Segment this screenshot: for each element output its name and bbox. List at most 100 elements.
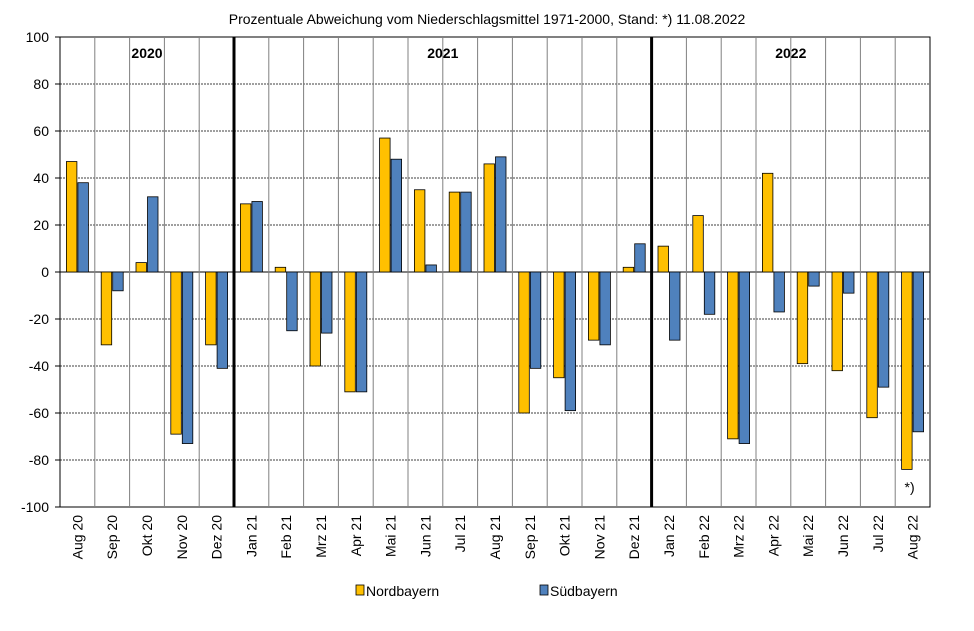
x-tick-label: Okt 21 bbox=[557, 515, 573, 556]
bar-nordbayern bbox=[239, 203, 252, 273]
y-tick-label: 0 bbox=[41, 264, 49, 280]
bar-suedbayern bbox=[390, 158, 403, 273]
bar-nordbayern bbox=[344, 271, 356, 393]
y-tick-label: 60 bbox=[33, 123, 49, 139]
bar-nordbayern bbox=[831, 271, 843, 372]
legend-label: Südbayern bbox=[550, 583, 618, 599]
bar-nordbayern bbox=[274, 266, 287, 273]
bar-suedbayern bbox=[147, 196, 159, 273]
bar-nordbayern bbox=[205, 271, 217, 346]
y-tick-label: -60 bbox=[29, 405, 49, 421]
bar-nordbayern bbox=[901, 271, 913, 470]
bar-nordbayern bbox=[657, 245, 669, 273]
bar-suedbayern bbox=[738, 271, 750, 444]
bar-nordbayern bbox=[762, 172, 774, 273]
y-tick-label: -40 bbox=[29, 358, 49, 374]
x-tick-label: Mrz 21 bbox=[313, 515, 329, 558]
bar-suedbayern bbox=[495, 156, 507, 273]
x-tick-label: Jun 21 bbox=[417, 515, 433, 557]
x-tick-label: Aug 20 bbox=[69, 515, 85, 560]
legend: Nordbayern Südbayern bbox=[355, 583, 618, 599]
y-tick-label: 20 bbox=[33, 217, 49, 233]
y-tick-label: -100 bbox=[21, 499, 49, 515]
bar-suedbayern bbox=[286, 271, 298, 332]
y-tick-label: 100 bbox=[26, 29, 50, 45]
x-tick-label: Nov 21 bbox=[591, 515, 607, 560]
x-tick-label: Feb 22 bbox=[696, 515, 712, 559]
chart-title: Prozentuale Abweichung vom Niederschlags… bbox=[229, 11, 746, 27]
year-label: 2021 bbox=[427, 45, 458, 61]
x-tick-label: Dez 20 bbox=[209, 515, 225, 560]
bar-suedbayern bbox=[77, 182, 89, 273]
bar-suedbayern bbox=[216, 271, 229, 369]
bar-suedbayern bbox=[425, 264, 437, 273]
x-tick-label: Jan 22 bbox=[661, 515, 677, 557]
bar-suedbayern bbox=[112, 271, 124, 292]
bars bbox=[66, 137, 924, 470]
x-tick-label: Jan 21 bbox=[243, 515, 259, 557]
bar-nordbayern bbox=[796, 271, 809, 365]
x-tick-label: Aug 21 bbox=[487, 515, 503, 560]
bar-suedbayern bbox=[599, 271, 611, 346]
bar-nordbayern bbox=[170, 271, 182, 435]
x-tick-label: Jul 22 bbox=[870, 515, 886, 553]
bar-nordbayern bbox=[483, 163, 495, 273]
bar-suedbayern bbox=[460, 191, 472, 273]
x-tick-label: Nov 20 bbox=[174, 515, 190, 560]
bar-nordbayern bbox=[379, 137, 391, 273]
bar-nordbayern bbox=[66, 161, 78, 273]
x-axis: Aug 20 Sep 20 Okt 20 Nov 20 Dez 20 Jan 21 Feb … bbox=[69, 515, 920, 560]
legend-swatch bbox=[539, 584, 549, 596]
y-tick-label: -80 bbox=[29, 452, 49, 468]
x-tick-label: Okt 20 bbox=[139, 515, 155, 556]
x-tick-label: Apr 21 bbox=[348, 515, 364, 556]
bar-suedbayern bbox=[877, 271, 890, 388]
bar-suedbayern bbox=[564, 271, 576, 412]
y-tick-label: -20 bbox=[29, 311, 49, 327]
bar-nordbayern bbox=[622, 266, 635, 273]
legend-swatch bbox=[355, 584, 365, 596]
bar-nordbayern bbox=[692, 215, 704, 273]
bar-nordbayern bbox=[135, 262, 147, 273]
x-tick-label: Sep 21 bbox=[522, 515, 538, 560]
x-tick-label: Mai 21 bbox=[383, 515, 399, 557]
bar-nordbayern bbox=[518, 271, 530, 414]
bar-suedbayern bbox=[529, 271, 542, 369]
year-label: 2022 bbox=[775, 45, 806, 61]
y-tick-label: 80 bbox=[33, 76, 49, 92]
bar-suedbayern bbox=[321, 271, 333, 334]
x-tick-label: Mrz 22 bbox=[731, 515, 747, 558]
bar-suedbayern bbox=[703, 271, 716, 315]
bar-nordbayern bbox=[309, 271, 321, 367]
bar-nordbayern bbox=[588, 271, 600, 341]
bar-suedbayern bbox=[181, 271, 194, 444]
x-tick-label: Sep 20 bbox=[104, 515, 120, 560]
bar-suedbayern bbox=[773, 271, 785, 313]
bar-nordbayern bbox=[866, 271, 878, 419]
year-label: 2020 bbox=[131, 45, 162, 61]
legend-label: Nordbayern bbox=[366, 583, 439, 599]
bar-nordbayern bbox=[553, 271, 565, 379]
bar-suedbayern bbox=[251, 201, 263, 273]
year-separators bbox=[232, 37, 654, 507]
bar-nordbayern bbox=[448, 191, 461, 273]
bar-suedbayern bbox=[669, 271, 681, 341]
bar-suedbayern bbox=[912, 271, 924, 433]
x-tick-label: Dez 21 bbox=[626, 515, 642, 560]
x-tick-label: Mai 22 bbox=[800, 515, 816, 557]
bar-nordbayern bbox=[100, 271, 113, 346]
bar-nordbayern bbox=[727, 271, 739, 440]
y-axis: -100 -80 -60 -40 -20 0 20 40 60 80 100 bbox=[21, 29, 60, 515]
x-tick-label: Jun 22 bbox=[835, 515, 851, 557]
x-tick-label: Feb 21 bbox=[278, 515, 294, 559]
bar-nordbayern bbox=[413, 189, 426, 273]
annotation-note: *) bbox=[905, 479, 915, 495]
x-tick-label: Aug 22 bbox=[905, 515, 921, 560]
year-labels: 2020 2021 2022 bbox=[131, 45, 806, 61]
y-tick-label: 40 bbox=[33, 170, 49, 186]
x-tick-label: Apr 22 bbox=[765, 515, 781, 556]
bar-suedbayern bbox=[355, 271, 368, 393]
bar-suedbayern bbox=[808, 271, 820, 287]
bar-suedbayern bbox=[843, 271, 855, 294]
